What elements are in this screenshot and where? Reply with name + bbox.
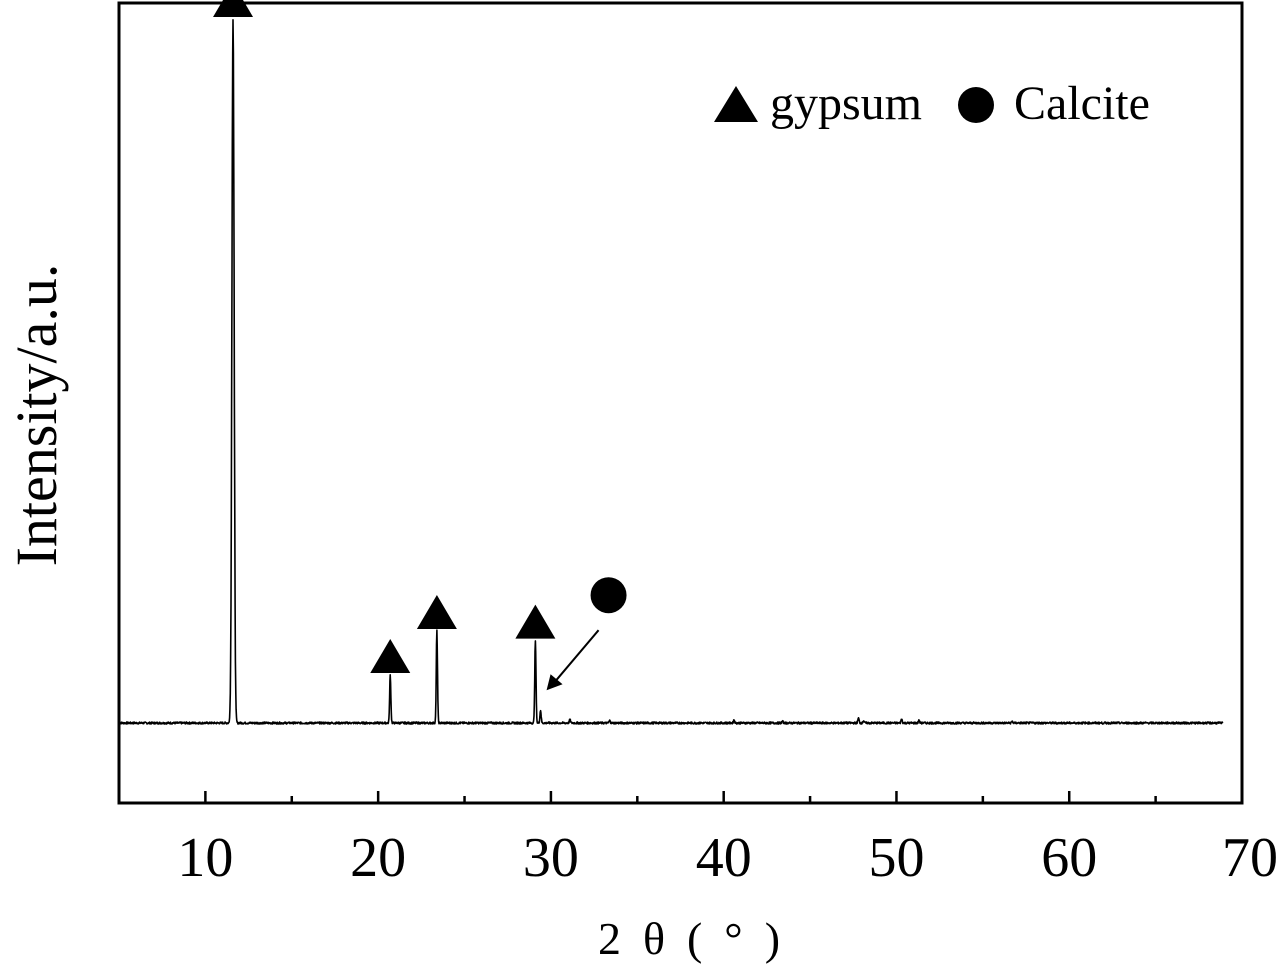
legend: gypsum Calcite [714,77,1150,130]
legend-label-calcite: Calcite [1014,77,1150,130]
plot-frame [117,1,1244,805]
gypsum-peak-marker [370,639,411,673]
gypsum-peak-marker [416,595,457,629]
x-axis-label: 2θ(°) [598,913,802,964]
x-tick-label: 70 [1222,827,1278,889]
series-line [118,19,1224,725]
legend-label-gypsum: gypsum [770,77,922,130]
calcite-arrow-line [553,629,600,683]
legend-triangle-marker [714,86,758,122]
calcite-peak-marker [590,577,627,614]
x-tick-label: 20 [350,827,406,889]
x-tick-label: 10 [177,827,233,889]
calcite-arrow-head [546,674,563,691]
x-tick-label: 60 [1041,827,1097,889]
gypsum-peak-marker [213,0,254,17]
x-axis-tick-labels: 10 20 30 40 50 60 70 [177,827,1278,889]
x-tick-label: 30 [523,827,579,889]
x-axis-ticks [117,791,1244,803]
legend-circle-marker [958,87,994,123]
peak-markers [213,0,627,691]
y-axis-label: Intensity/a.u. [4,264,69,567]
x-tick-label: 50 [868,827,924,889]
gypsum-peak-marker [515,604,556,639]
x-tick-label: 40 [696,827,752,889]
